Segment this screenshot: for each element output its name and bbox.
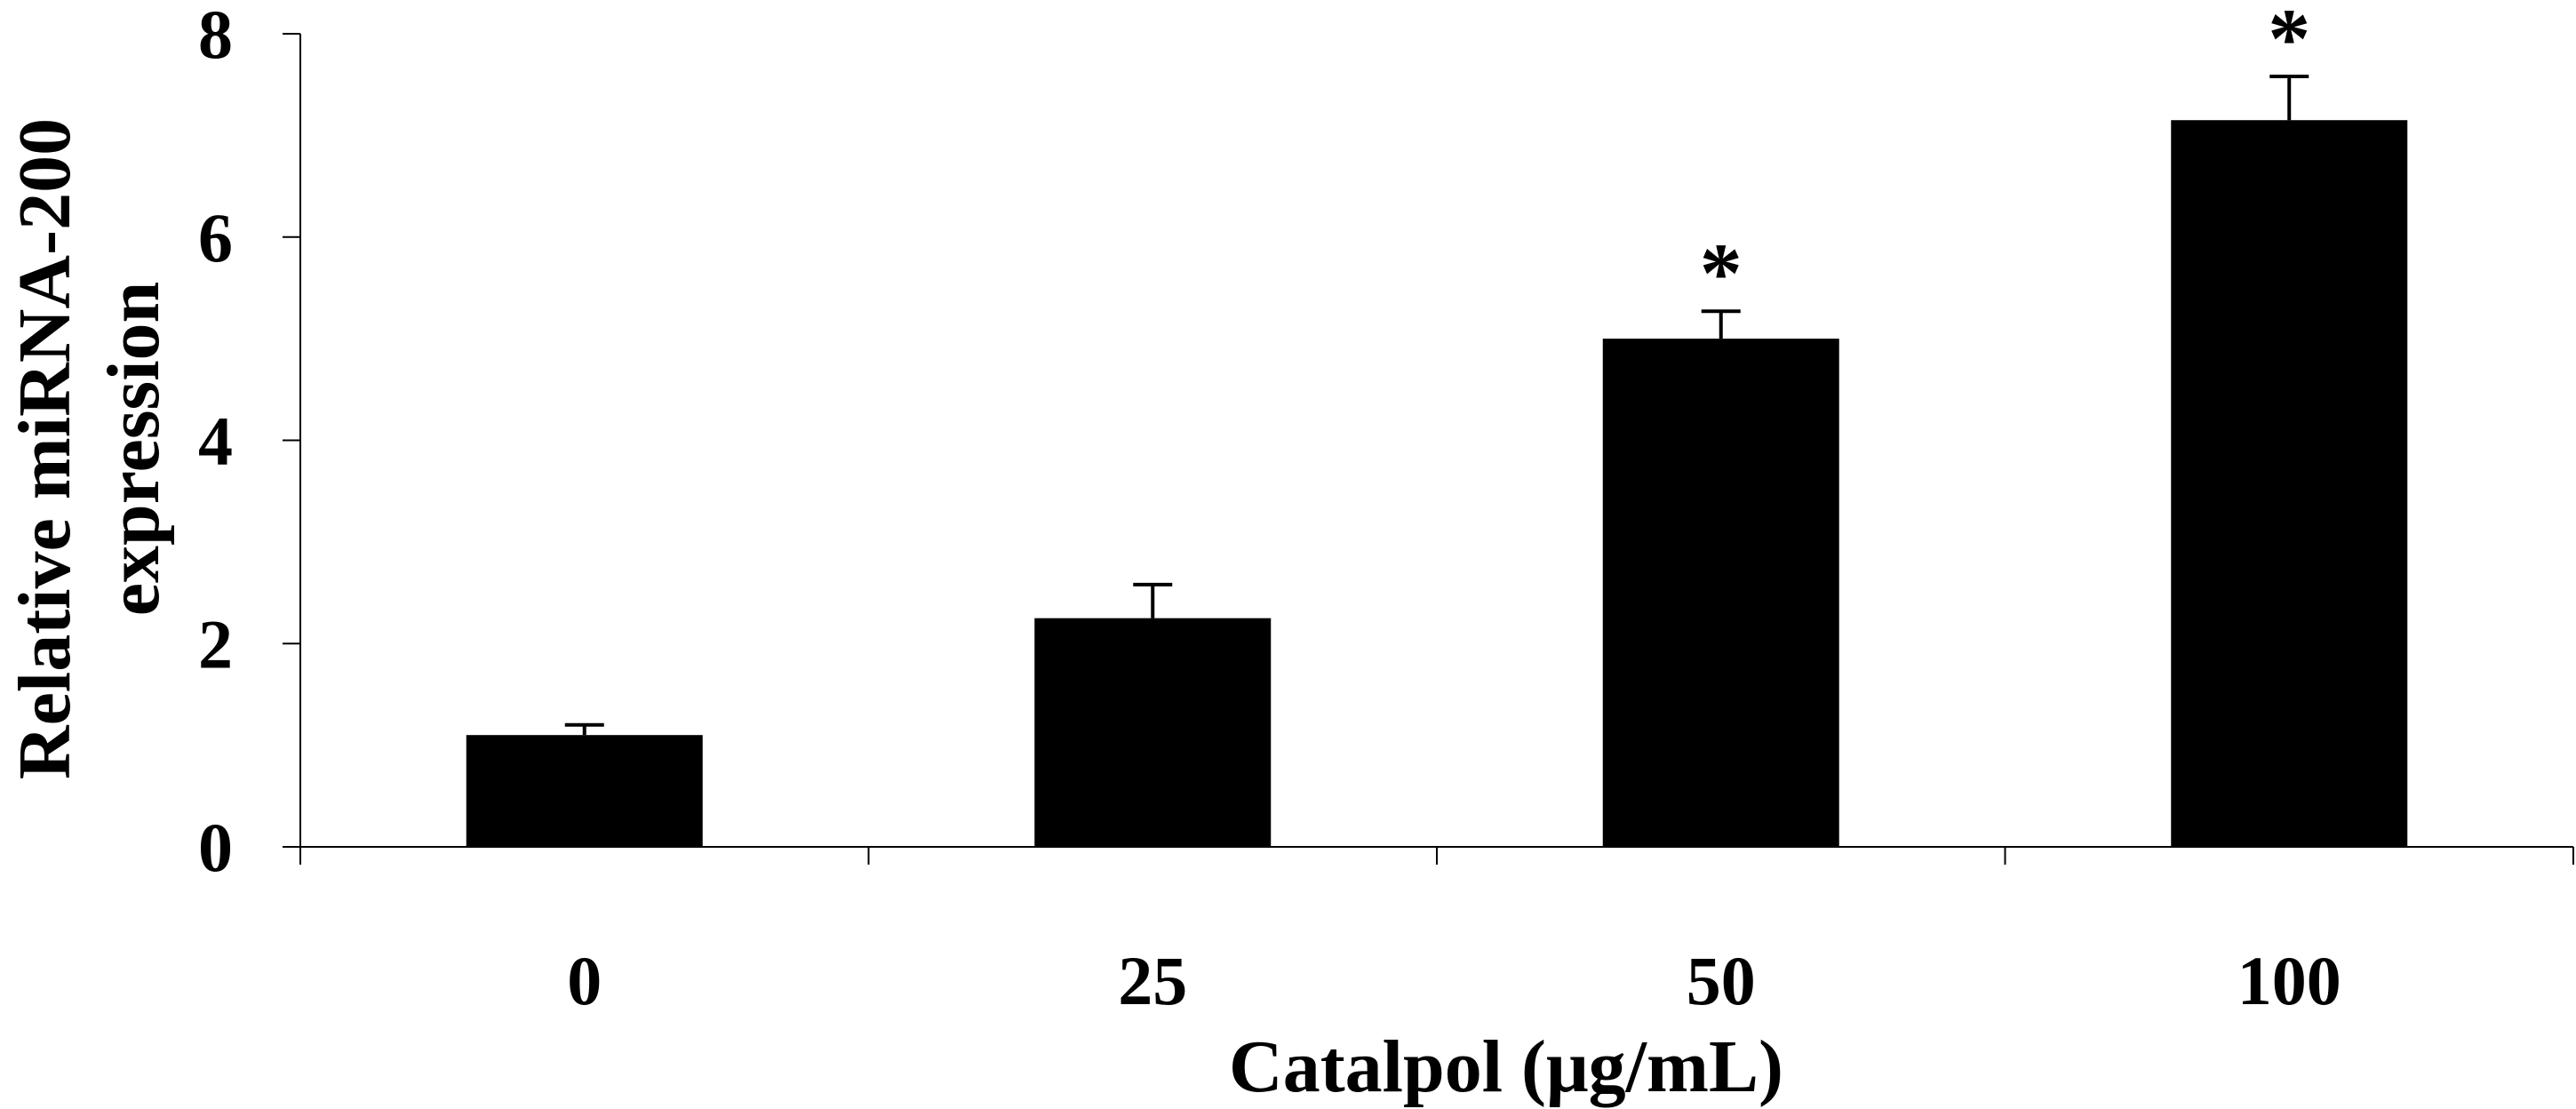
bar-0 (466, 735, 703, 847)
x-tick-label-0: 0 (567, 942, 602, 1019)
bar-100 (2171, 120, 2408, 847)
y-tick-label: 4 (198, 403, 233, 480)
x-axis-title: Catalpol (μg/mL) (1229, 1025, 1783, 1108)
bars (466, 75, 2408, 847)
bar-50 (1602, 339, 1839, 847)
bar-25 (1034, 618, 1272, 847)
y-tick-label: 2 (198, 605, 233, 682)
y-axis-title-line2: expression (92, 282, 175, 616)
significance-mark-50: * (1700, 226, 1743, 321)
x-tick-label-50: 50 (1687, 942, 1756, 1019)
y-tick-label: 8 (198, 0, 233, 73)
x-tick-label-25: 25 (1118, 942, 1187, 1019)
y-axis-title-line1: Relative miRNA-200 (4, 118, 86, 779)
x-tick-label-100: 100 (2237, 942, 2341, 1019)
significance-mark-100: * (2268, 0, 2310, 86)
labels: 0 2 4 6 8 0 25 50 * 100 * (198, 0, 2341, 1019)
y-tick-label: 6 (198, 199, 233, 276)
y-tick-label: 0 (198, 809, 233, 886)
